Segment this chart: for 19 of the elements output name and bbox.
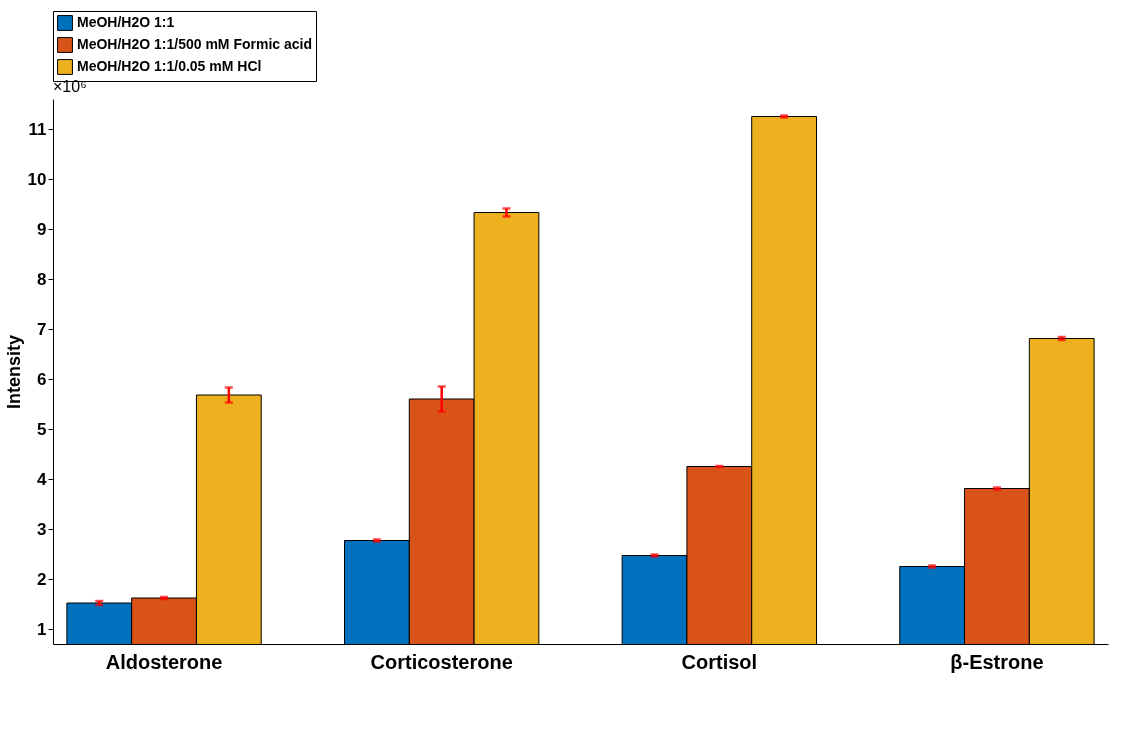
y-tick-label: 7 — [37, 319, 47, 339]
y-axis-title: Intensity — [3, 334, 24, 410]
x-tick-label: β-Estrone — [950, 650, 1044, 673]
x-tick-label: Corticosterone — [370, 650, 513, 673]
y-tick-label: 11 — [28, 119, 47, 139]
x-tick-label: Aldosterone — [105, 650, 223, 673]
y-tick-label: 6 — [37, 369, 47, 389]
legend-label: MeOH/H2O 1:1/0.05 mM HCl — [77, 58, 262, 74]
y-tick-label: 5 — [37, 419, 47, 439]
y-tick-label: 3 — [37, 519, 47, 539]
y-tick-label: 1 — [37, 619, 47, 639]
y-tick-label: 4 — [37, 469, 48, 489]
y-tick-label: 10 — [27, 169, 47, 189]
x-tick-label: Cortisol — [681, 650, 758, 673]
legend-label: MeOH/H2O 1:1/500 mM Formic acid — [77, 36, 312, 52]
y-tick-label: 8 — [37, 269, 47, 289]
y-tick-label: 2 — [37, 569, 47, 589]
legend-label: MeOH/H2O 1:1 — [77, 14, 175, 30]
y-tick-label: 9 — [37, 219, 47, 239]
